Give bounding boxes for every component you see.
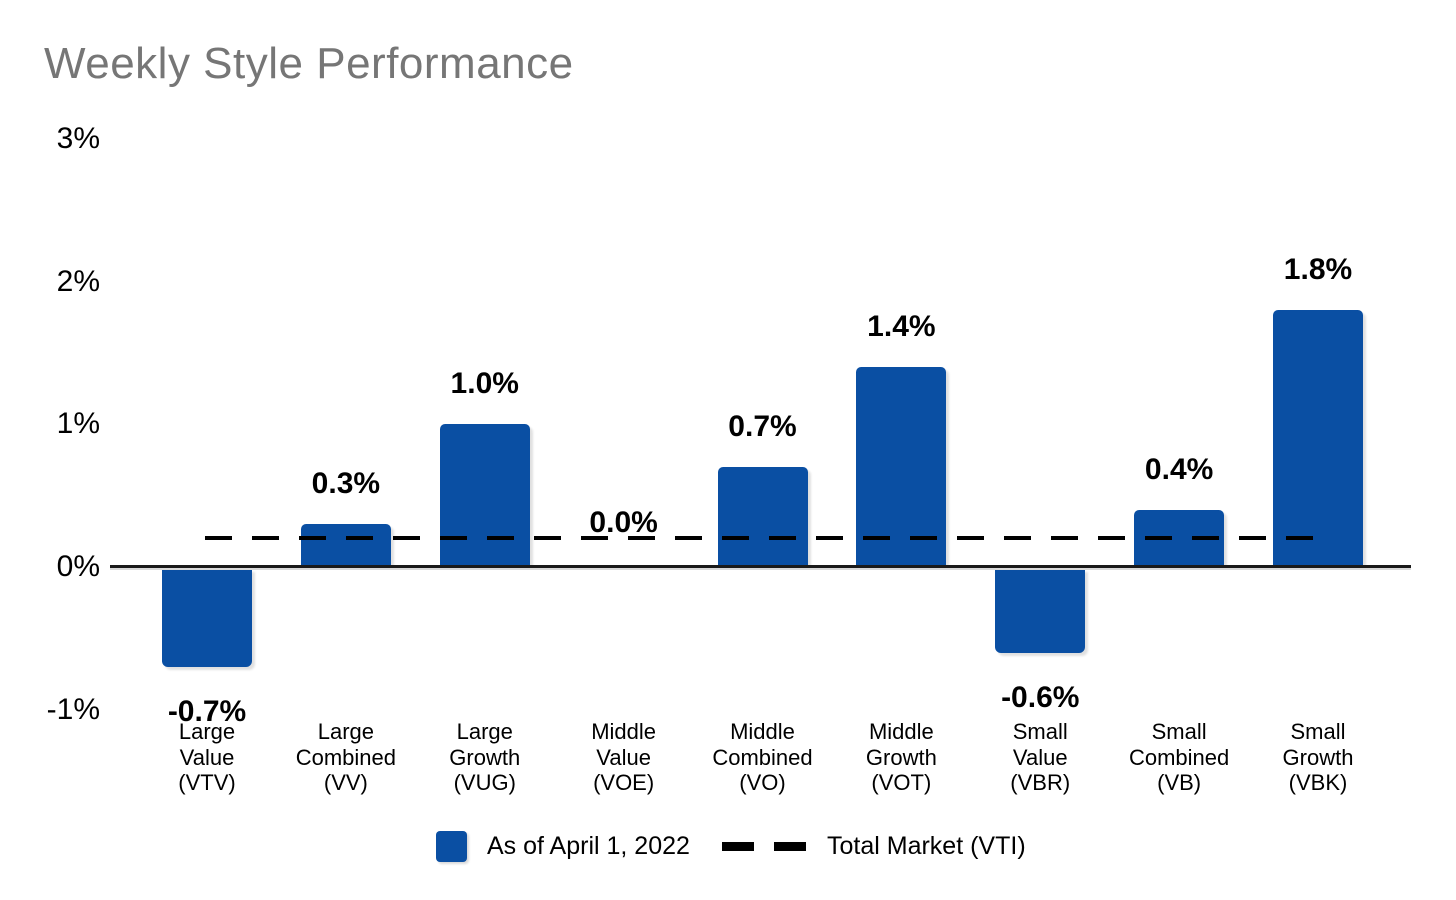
bar-VBK xyxy=(1273,310,1363,565)
category-label-line: Combined xyxy=(295,744,397,770)
category-label-line: Large xyxy=(456,719,513,744)
category-label-line: Large xyxy=(317,719,375,744)
legend-dash-icon xyxy=(722,842,754,851)
value-label-VV: 0.3% xyxy=(311,467,381,501)
value-label-VO: 0.7% xyxy=(728,410,797,444)
legend-dash-icon xyxy=(774,842,806,851)
category-label-line: Value xyxy=(1012,744,1068,770)
category-label-line: (VTV) xyxy=(178,770,236,795)
category-label-VBK: Small Growth (VBK) xyxy=(1243,719,1393,796)
x-axis-zero-line xyxy=(110,565,1411,568)
category-label-line: Growth xyxy=(1282,744,1354,770)
category-label-line: (VV) xyxy=(323,770,368,795)
bar-VOT xyxy=(856,367,947,565)
bar-VUG xyxy=(439,424,530,565)
legend-bar-swatch-icon xyxy=(436,831,467,862)
value-label-VB: 0.4% xyxy=(1144,452,1214,486)
category-label-line: Small xyxy=(1290,719,1346,744)
category-label-VB: Small Combined (VB) xyxy=(1104,719,1254,796)
category-label-line: Middle xyxy=(591,719,657,744)
legend-series-label: As of April 1, 2022 xyxy=(487,832,690,860)
value-label-VTV: -0.7% xyxy=(167,694,247,728)
y-axis-tick-label: 0% xyxy=(56,550,100,583)
category-label-line: Middle xyxy=(868,719,934,744)
category-label-line: Combined xyxy=(1128,744,1230,770)
category-label-line: Combined xyxy=(712,744,813,770)
bar-VO xyxy=(717,467,808,565)
total-market-reference-line xyxy=(205,536,1313,541)
category-label-VUG: Large Growth (VUG) xyxy=(410,719,560,796)
legend-reference-label: Total Market (VTI) xyxy=(827,832,1026,860)
category-label-VOT: Middle Growth (VOT) xyxy=(826,719,976,796)
category-label-line: Value xyxy=(179,744,235,770)
bar-VTV xyxy=(162,569,252,667)
category-label-VV: Large Combined (VV) xyxy=(271,719,421,796)
category-label-line: Value xyxy=(596,744,651,770)
category-label-line: (VOE) xyxy=(593,770,655,795)
category-label-line: (VUG) xyxy=(453,770,516,795)
value-label-VUG: 1.0% xyxy=(450,367,519,401)
chart-title: Weekly Style Performance xyxy=(44,39,574,88)
value-label-VBK: 1.8% xyxy=(1283,253,1353,287)
category-label-line: Large xyxy=(178,719,236,744)
category-label-line: (VBK) xyxy=(1288,770,1348,795)
category-label-VBR: Small Value (VBR) xyxy=(965,719,1115,796)
category-label-line: Middle xyxy=(730,719,795,744)
category-label-VOE: Middle Value (VOE) xyxy=(549,719,699,796)
category-label-VO: Middle Combined (VO) xyxy=(688,719,838,796)
category-label-VTV: Large Value (VTV) xyxy=(132,719,282,796)
bar-VBR xyxy=(995,569,1086,653)
value-label-VBR: -0.6% xyxy=(1001,680,1080,714)
y-axis-tick-label: 1% xyxy=(56,407,100,441)
category-label-line: (VB) xyxy=(1157,770,1202,795)
category-label-line: Growth xyxy=(865,744,937,770)
value-label-VOT: 1.4% xyxy=(867,310,936,344)
y-axis-tick-label: 3% xyxy=(56,121,100,155)
category-label-line: (VBR) xyxy=(1010,770,1071,795)
category-label-line: Growth xyxy=(449,744,521,770)
bar-VV xyxy=(300,524,391,565)
category-label-line: Small xyxy=(1012,719,1068,744)
category-label-line: (VO) xyxy=(739,770,786,795)
value-label-VOE: 0.0% xyxy=(589,506,658,540)
y-axis-tick-label: 2% xyxy=(56,264,100,298)
y-axis-tick-label: -1% xyxy=(46,692,100,726)
category-label-line: Small xyxy=(1151,719,1207,744)
category-label-line: (VOT) xyxy=(871,770,932,795)
